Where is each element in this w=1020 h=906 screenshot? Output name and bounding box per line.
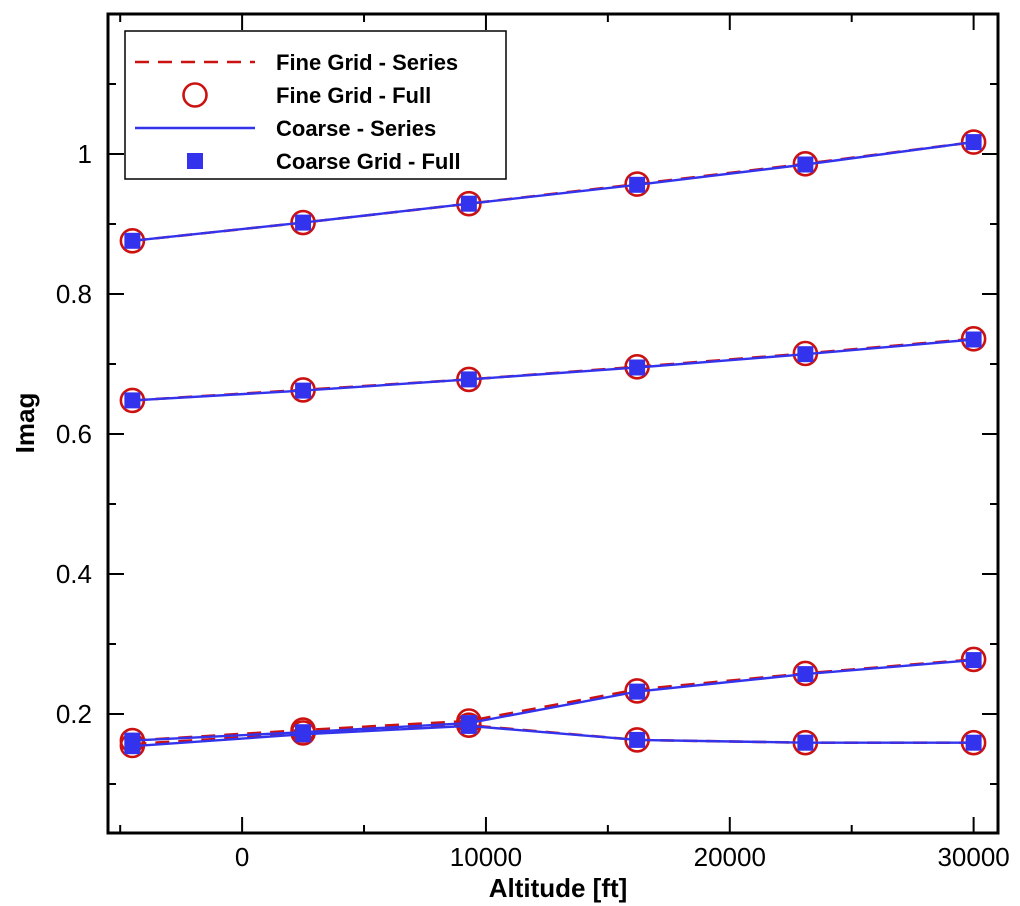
legend: Fine Grid - Series Fine Grid - Full Coarse… <box>124 30 507 180</box>
legend-label: Coarse - Series <box>276 116 436 141</box>
coarse-grid-full-marker <box>965 331 982 348</box>
x-tick-label: 20000 <box>694 842 766 872</box>
coarse-grid-full-marker <box>797 346 814 363</box>
coarse-grid-full-marker <box>797 156 814 173</box>
x-tick-label: 0 <box>235 842 249 872</box>
coarse-grid-full-marker <box>124 232 141 249</box>
plot-frame <box>106 12 1000 835</box>
x-tick-label: 30000 <box>937 842 1009 872</box>
y-tick-label: 0.2 <box>56 699 92 729</box>
coarse-grid-full-marker <box>124 738 141 755</box>
fine-grid-series-line <box>132 658 974 742</box>
legend-swatch-square <box>187 153 203 169</box>
legend-label: Coarse Grid - Full <box>276 149 461 174</box>
coarse-grid-full-marker <box>629 176 646 193</box>
coarse-grid-full-marker <box>124 392 141 409</box>
coarse-grid-full-marker <box>629 731 646 748</box>
coarse-grid-full-marker <box>460 371 477 388</box>
y-tick-label: 0.8 <box>56 279 92 309</box>
coarse-grid-full-marker <box>460 717 477 734</box>
coarse-grid-full-marker <box>965 134 982 151</box>
coarse-grid-full-marker <box>965 652 982 669</box>
fine-grid-full-marker <box>456 190 482 217</box>
fine-grid-full-marker <box>290 209 316 236</box>
coarse-grid-full-marker <box>295 214 312 231</box>
legend-swatch-circle <box>182 82 208 108</box>
coarse-grid-full-marker <box>295 382 312 399</box>
coarse-series-line <box>132 724 974 748</box>
x-tick-label: 10000 <box>450 842 522 872</box>
legend-label: Fine Grid - Series <box>276 50 458 75</box>
coarse-grid-full-marker <box>629 359 646 376</box>
axes: 0 10000 20000 30000 0.2 0.4 0.6 0.8 1 <box>56 14 1010 872</box>
coarse-grid-full-marker <box>460 195 477 212</box>
coarse-grid-full-marker <box>797 666 814 683</box>
coarse-grid-full-marker <box>295 726 312 743</box>
y-tick-label: 0.6 <box>56 419 92 449</box>
coarse-grid-full-marker <box>965 734 982 751</box>
coarse-series-line <box>132 140 974 242</box>
y-tick-label: 1 <box>78 139 92 169</box>
plot-area <box>119 129 987 759</box>
y-tick-label: 0.4 <box>56 559 92 589</box>
fine-grid-full-marker <box>960 129 987 155</box>
coarse-series-line <box>132 338 974 402</box>
coarse-grid-full-marker <box>797 734 814 751</box>
legend-label: Fine Grid - Full <box>276 83 431 108</box>
y-axis-title: Imag <box>10 393 40 454</box>
coarse-series-line <box>132 658 974 742</box>
x-axis-title: Altitude [ft] <box>489 873 628 903</box>
coarse-grid-full-marker <box>629 683 646 700</box>
